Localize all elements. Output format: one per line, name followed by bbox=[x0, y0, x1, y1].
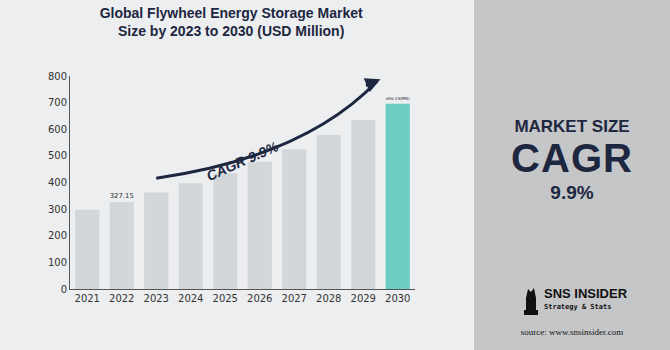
svg-text:CAGR 9.9%: CAGR 9.9% bbox=[204, 138, 281, 184]
html-text:Strategy & Stats: Strategy & Stats bbox=[544, 303, 612, 311]
svg-text:500: 500 bbox=[48, 150, 67, 161]
svg-text:200: 200 bbox=[48, 230, 67, 241]
html-text:SNS INSIDER: SNS INSIDER bbox=[544, 286, 628, 301]
svg-text:2021: 2021 bbox=[75, 293, 100, 304]
html-text:9.9%: 9.9% bbox=[550, 182, 594, 203]
svg-text:Global Flywheel Energy Storage: Global Flywheel Energy Storage MarketSiz… bbox=[100, 5, 363, 39]
svg-text:700: 700 bbox=[48, 97, 67, 108]
html-text:source: www.snsinsider.com: source: www.snsinsider.com bbox=[520, 327, 624, 337]
svg-text:2026: 2026 bbox=[247, 293, 272, 304]
svg-text:2028: 2028 bbox=[316, 293, 341, 304]
svg-text:800: 800 bbox=[48, 71, 67, 82]
svg-text:2029: 2029 bbox=[351, 293, 376, 304]
svg-text:2025: 2025 bbox=[213, 293, 238, 304]
svg-text:400: 400 bbox=[48, 177, 67, 188]
svg-text:0: 0 bbox=[61, 284, 67, 295]
svg-text:2023: 2023 bbox=[144, 293, 169, 304]
svg-text:696.19(MN): 696.19(MN) bbox=[386, 96, 410, 101]
svg-text:327.15: 327.15 bbox=[110, 192, 134, 200]
svg-text:2030: 2030 bbox=[385, 293, 410, 304]
svg-text:300: 300 bbox=[48, 204, 67, 215]
svg-text:600: 600 bbox=[48, 124, 67, 135]
html-text:CAGR: CAGR bbox=[511, 136, 633, 180]
svg-text:100: 100 bbox=[48, 257, 67, 268]
svg-text:2024: 2024 bbox=[178, 293, 203, 304]
html-text:MARKET SIZE: MARKET SIZE bbox=[514, 117, 630, 136]
svg-text:2027: 2027 bbox=[282, 293, 307, 304]
svg-text:2022: 2022 bbox=[109, 293, 134, 304]
